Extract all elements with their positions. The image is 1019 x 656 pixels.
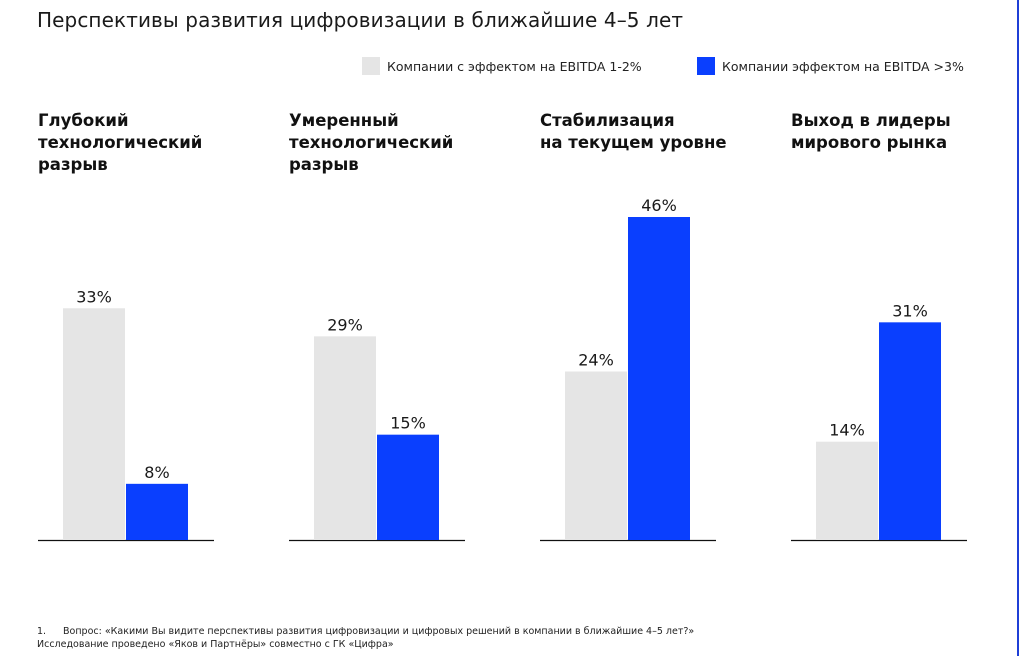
category-label-line: разрыв (38, 155, 108, 174)
data-label: 24% (578, 350, 614, 369)
bar-ebitda-1-2 (63, 308, 125, 540)
category-label-line: на текущем уровне (540, 133, 727, 152)
legend-label: Компании с эффектом на EBITDA 1-2% (387, 58, 642, 74)
data-label: 33% (76, 287, 112, 306)
data-label: 31% (892, 301, 928, 320)
category-label: Глубокий технологический разрыв (38, 110, 258, 176)
footnote-number: 1. (37, 626, 47, 637)
chart-title: Перспективы развития цифровизации в ближ… (37, 8, 684, 32)
bar-ebitda-1-2 (314, 336, 376, 540)
legend-swatch-gray (362, 57, 380, 75)
category-label-line: Стабилизация (540, 111, 675, 130)
footnote-question: Вопрос: «Какими Вы видите перспективы ра… (63, 626, 695, 637)
legend-swatch-blue (697, 57, 715, 75)
legend-label: Компании эффектом на EBITDA >3% (722, 58, 964, 74)
category-label-line: разрыв (289, 155, 359, 174)
category-label: Выход в лидеры мирового рынка (791, 110, 1011, 154)
bar-ebitda-3-plus (377, 434, 439, 540)
category-label: Стабилизация на текущем уровне (540, 110, 760, 154)
category-label-line: Умеренный (289, 111, 399, 130)
legend-item-ebitda-1-2: Компании с эффектом на EBITDA 1-2% (362, 57, 642, 75)
category-label-line: Выход в лидеры (791, 111, 951, 130)
data-label: 46% (641, 196, 677, 215)
data-label: 29% (327, 315, 363, 334)
footnote: 1. Вопрос: «Какими Вы видите перспективы … (37, 625, 694, 651)
data-label: 15% (390, 414, 426, 433)
bar-ebitda-3-plus (879, 322, 941, 540)
category-label-line: технологический (38, 133, 203, 152)
category-label-line: технологический (289, 133, 454, 152)
footnote-source: Исследование проведено «Яков и Партнёры»… (37, 639, 394, 650)
data-label: 8% (144, 463, 169, 482)
data-label: 14% (829, 421, 865, 440)
bar-ebitda-3-plus (126, 483, 188, 540)
bar-ebitda-1-2 (565, 371, 627, 540)
category-label: Умеренный технологический разрыв (289, 110, 509, 176)
bar-ebitda-1-2 (816, 441, 878, 540)
edge-divider (1017, 0, 1019, 656)
category-label-line: мирового рынка (791, 133, 948, 152)
category-label-line: Глубокий (38, 111, 129, 130)
legend-item-ebitda-3-plus: Компании эффектом на EBITDA >3% (697, 57, 964, 75)
bar-ebitda-3-plus (628, 217, 690, 540)
